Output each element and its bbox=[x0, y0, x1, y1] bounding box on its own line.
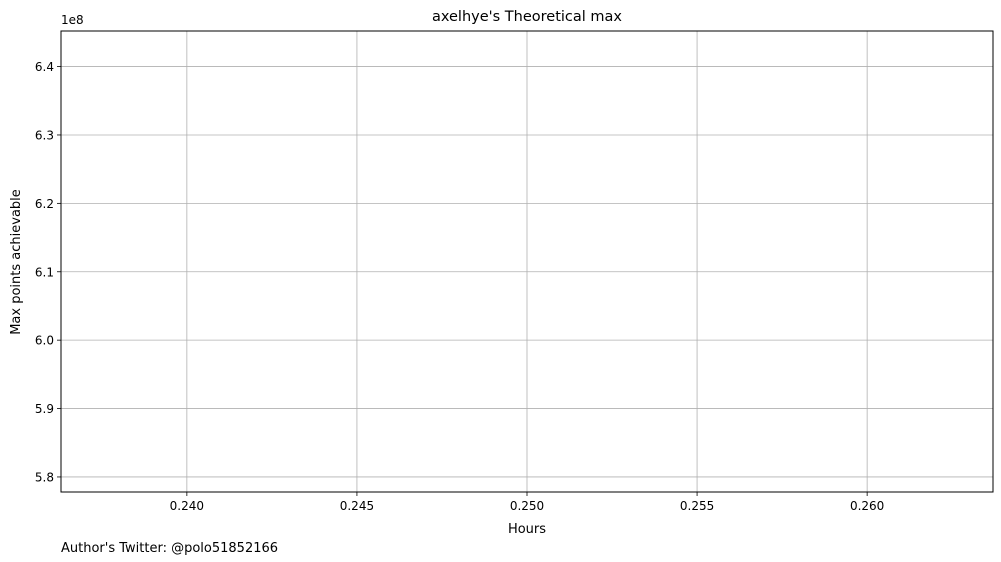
y-tick-label: 6.2 bbox=[35, 197, 54, 211]
grid-lines bbox=[61, 31, 993, 492]
x-axis: 0.240 0.245 0.250 0.255 0.260 bbox=[170, 492, 884, 513]
x-tick-label: 0.240 bbox=[170, 499, 204, 513]
chart-title: axelhye's Theoretical max bbox=[432, 9, 622, 25]
x-tick-label: 0.255 bbox=[680, 499, 714, 513]
y-axis: 5.8 5.9 6.0 6.1 6.2 6.3 6.4 bbox=[35, 60, 61, 484]
y-offset-label: 1e8 bbox=[61, 13, 84, 27]
y-axis-label: Max points achievable bbox=[9, 189, 24, 335]
x-tick-label: 0.245 bbox=[340, 499, 374, 513]
footer-note: Author's Twitter: @polo51852166 bbox=[61, 541, 278, 556]
x-tick-label: 0.260 bbox=[850, 499, 884, 513]
y-tick-label: 6.4 bbox=[35, 60, 54, 74]
y-tick-label: 5.9 bbox=[35, 402, 54, 416]
x-axis-label: Hours bbox=[508, 522, 546, 537]
x-tick-label: 0.250 bbox=[510, 499, 544, 513]
y-tick-label: 6.1 bbox=[35, 265, 54, 279]
y-tick-label: 6.0 bbox=[35, 334, 54, 348]
y-tick-label: 6.3 bbox=[35, 128, 54, 142]
y-tick-label: 5.8 bbox=[35, 470, 54, 484]
